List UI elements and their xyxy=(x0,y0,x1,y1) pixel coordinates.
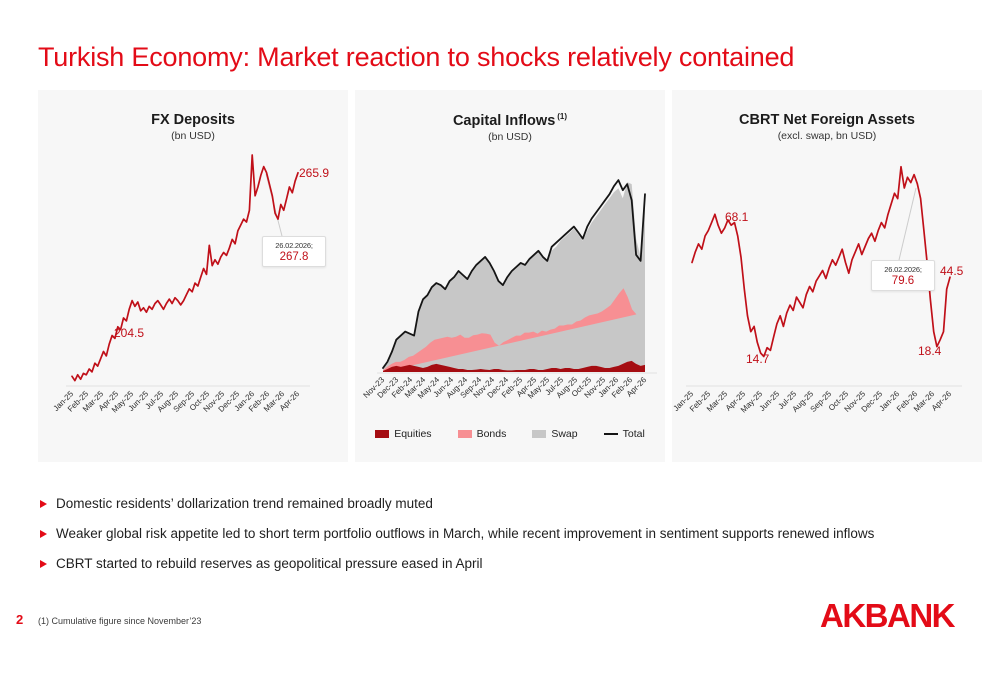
footnote-marker: (1) xyxy=(557,112,568,121)
data-label-start: 204.5 xyxy=(114,326,145,340)
chart-title: CBRT Net Foreign Assets xyxy=(739,112,915,128)
data-label-end: 44.5 xyxy=(940,264,964,278)
legend-item-equities: Equities xyxy=(375,428,432,440)
data-label-trough2: 18.4 xyxy=(918,344,942,358)
callout-date: 26.02.2026; xyxy=(884,265,922,274)
callout-box: 26.02.2026; 267.8 xyxy=(262,236,326,267)
akbank-logo: AKBANK xyxy=(820,597,956,634)
bullet-text: Domestic residents’ dollarization trend … xyxy=(56,496,433,511)
total-line-swatch-icon xyxy=(603,432,618,436)
callout-value: 267.8 xyxy=(279,251,309,263)
chart-title: Capital Inflows (1) xyxy=(452,112,568,129)
data-label-peak: 68.1 xyxy=(725,210,749,224)
page-title: Turkish Economy: Market reaction to shoc… xyxy=(38,42,795,73)
callout-date: 26.02.2026; xyxy=(275,241,313,250)
panel-cbrt-net-foreign-assets: CBRT Net Foreign Assets (excl. swap, bn … xyxy=(672,90,982,462)
bullet-triangle-icon xyxy=(40,559,47,568)
key-takeaways: Domestic residents’ dollarization trend … xyxy=(40,496,874,586)
bonds-swatch-icon xyxy=(457,430,472,438)
chart-subtitle: (bn USD) xyxy=(171,130,215,142)
fx-deposits-line-chart xyxy=(66,154,310,387)
capital-inflows-area-chart xyxy=(377,179,657,374)
footnote: (1) Cumulative figure since November’23 xyxy=(38,616,202,626)
bullet-text: CBRT started to rebuild reserves as geop… xyxy=(56,556,483,571)
callout-box: 26.02.2026; 79.6 xyxy=(871,260,935,291)
data-label-end: 265.9 xyxy=(299,166,330,180)
bullet-triangle-icon xyxy=(40,529,47,538)
bullet-triangle-icon xyxy=(40,499,47,508)
chart-subtitle: (excl. swap, bn USD) xyxy=(777,130,877,142)
bullet-item: Weaker global risk appetite led to short… xyxy=(40,526,874,541)
chart-title: FX Deposits xyxy=(151,112,235,128)
callout-value: 79.6 xyxy=(891,275,915,287)
legend-item-swap: Swap xyxy=(532,428,578,440)
swap-swatch-icon xyxy=(532,430,547,438)
legend-item-bonds: Bonds xyxy=(457,428,506,440)
bullet-item: Domestic residents’ dollarization trend … xyxy=(40,496,874,511)
bullet-text: Weaker global risk appetite led to short… xyxy=(56,526,875,541)
bullet-item: CBRT started to rebuild reserves as geop… xyxy=(40,556,874,571)
chart-subtitle: (bn USD) xyxy=(488,130,532,143)
equities-swatch-icon xyxy=(375,430,390,438)
panel-capital-inflows: Capital Inflows (1) (bn USD) Nov-23 Dec-23… xyxy=(355,90,665,462)
data-label-trough1: 14.7 xyxy=(746,352,770,366)
cbrt-nfa-line-chart xyxy=(686,165,962,387)
panel-fx-deposits: FX Deposits (bn USD) Jan-25 Feb-25 Mar-25 A… xyxy=(38,90,348,462)
legend-item-total: Total xyxy=(603,428,645,440)
chart-legend: Equities Bonds Swap Total xyxy=(355,428,665,440)
page-number: 2 xyxy=(16,612,24,627)
